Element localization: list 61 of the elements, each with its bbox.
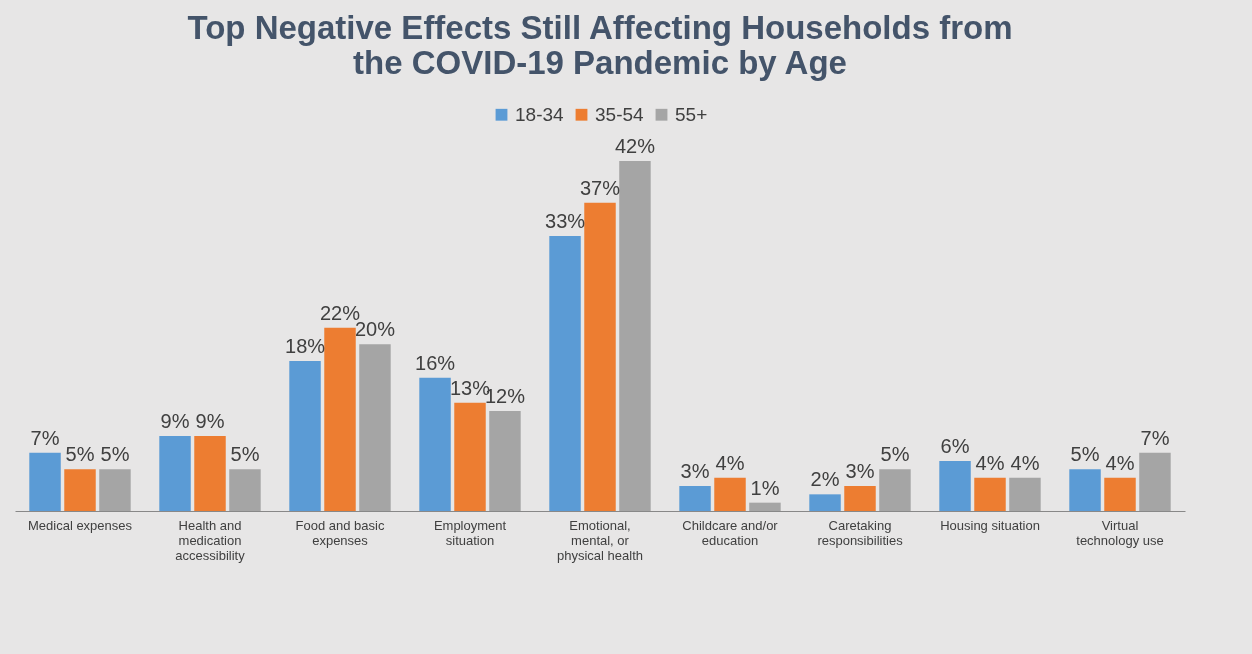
x-tick-label: Virtual technology use [1076, 517, 1164, 548]
bar [289, 361, 321, 511]
bar [194, 436, 226, 511]
x-tick-label: Food and basic expenses [295, 517, 385, 548]
bar [489, 411, 521, 511]
bar [419, 377, 451, 511]
x-tick-label: Medical expenses [27, 517, 133, 533]
x-tick-label: Employment situation [433, 517, 507, 548]
data-label: 1% [750, 476, 780, 499]
bar [584, 202, 616, 511]
bar [159, 436, 191, 511]
data-label: 3% [680, 460, 710, 482]
legend-label: 18-34 [515, 103, 565, 125]
bar [454, 402, 486, 511]
data-label: 5% [880, 443, 910, 466]
chart-title: Top Negative Effects Still Affecting Households from the COVID-19 Pandemic by Age [187, 9, 1013, 81]
bar [1069, 469, 1101, 511]
data-label: 3% [845, 460, 875, 482]
data-label: 9% [160, 410, 190, 432]
legend-label: 55+ [675, 103, 708, 125]
data-label: 37% [579, 176, 621, 199]
data-label: 4% [715, 451, 745, 474]
data-label: 2% [810, 468, 840, 491]
bar [1009, 477, 1041, 511]
x-tick-label: Health and medication accessibility [175, 517, 246, 563]
bar [64, 469, 96, 511]
bar [939, 461, 971, 511]
data-label: 4% [1105, 451, 1135, 474]
x-tick-label: Childcare and/or education [682, 517, 779, 548]
bar [809, 494, 841, 511]
data-label: 4% [975, 451, 1005, 474]
data-label: 5% [65, 443, 95, 466]
bar [29, 452, 61, 511]
bar [714, 477, 746, 511]
x-tick-label: Emotional, mental, or physical health [557, 517, 643, 563]
data-label: 5% [1070, 443, 1100, 466]
data-label: 5% [100, 443, 130, 466]
bar [324, 327, 356, 511]
legend-label: 35-54 [595, 103, 645, 125]
x-tick-label: Housing situation [940, 517, 1040, 533]
bar [679, 486, 711, 511]
bar [749, 502, 781, 511]
data-label: 5% [230, 443, 260, 466]
data-label: 16% [415, 351, 456, 374]
bar [359, 344, 391, 511]
bar [619, 161, 651, 511]
bar [1139, 452, 1171, 511]
data-label: 7% [1140, 426, 1170, 449]
bar [844, 486, 876, 511]
bar [229, 469, 261, 511]
bar [974, 477, 1006, 511]
bar [1104, 477, 1136, 511]
bar [549, 236, 581, 511]
data-label: 7% [30, 426, 60, 449]
data-label: 6% [940, 435, 970, 457]
data-label: 42% [614, 135, 656, 157]
bar [99, 469, 131, 511]
bar [879, 469, 911, 511]
data-label: 4% [1010, 451, 1040, 474]
data-label: 9% [195, 410, 225, 432]
x-tick-label: Caretaking responsibilities [817, 517, 904, 548]
